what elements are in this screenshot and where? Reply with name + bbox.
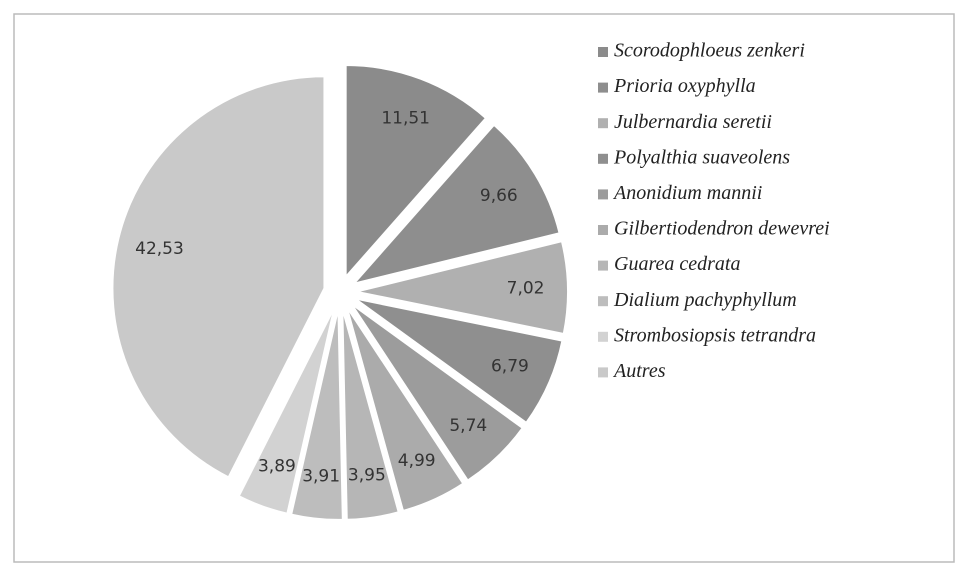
legend-swatch [598, 47, 608, 57]
pie-slice [354, 297, 564, 425]
legend-label: Julbernardia seretii [614, 111, 772, 133]
legend-label: Autres [612, 360, 666, 382]
pie-slice [350, 302, 525, 482]
legend-swatch [598, 331, 608, 342]
legend-label: Scorodophloeus zenkeri [614, 40, 805, 62]
legend-swatch [598, 118, 608, 129]
data-label: 9,66 [480, 186, 518, 206]
legend-label: Anonidium mannii [612, 182, 762, 204]
legend-swatch [598, 189, 608, 200]
pie-slice [341, 307, 400, 521]
data-label: 6,79 [491, 357, 529, 377]
pie-slice [344, 64, 488, 280]
data-label: 5,74 [449, 416, 487, 436]
pie-slice [289, 307, 344, 521]
legend-swatch [598, 225, 608, 235]
pie-slice [111, 75, 326, 479]
legend-swatch [598, 153, 608, 164]
legend-label: Gilbertiodendron dewevrei [614, 218, 830, 240]
data-label: 3,95 [348, 466, 386, 486]
pie-slice [237, 306, 336, 515]
data-label: 42,53 [135, 239, 184, 259]
data-label: 3,89 [258, 457, 296, 477]
pie-slice [355, 239, 569, 336]
legend-swatch [598, 367, 608, 378]
pie-slice [350, 123, 561, 286]
legend-swatch [598, 296, 608, 307]
pie-slice [345, 306, 465, 513]
legend-label: Dialium pachyphyllum [613, 289, 797, 311]
data-label: 4,99 [398, 451, 436, 471]
data-label: 7,02 [507, 278, 545, 298]
legend-label: Polyalthia suaveolens [613, 146, 790, 168]
legend-label: Prioria oxyphylla [613, 75, 756, 97]
data-label: 11,51 [381, 108, 430, 128]
legend-swatch [598, 82, 608, 93]
data-label: 3,91 [302, 467, 340, 487]
legend-swatch [598, 260, 608, 271]
legend-label: Strombosiopsis tetrandra [614, 324, 816, 346]
legend-label: Guarea cedrata [614, 253, 740, 275]
